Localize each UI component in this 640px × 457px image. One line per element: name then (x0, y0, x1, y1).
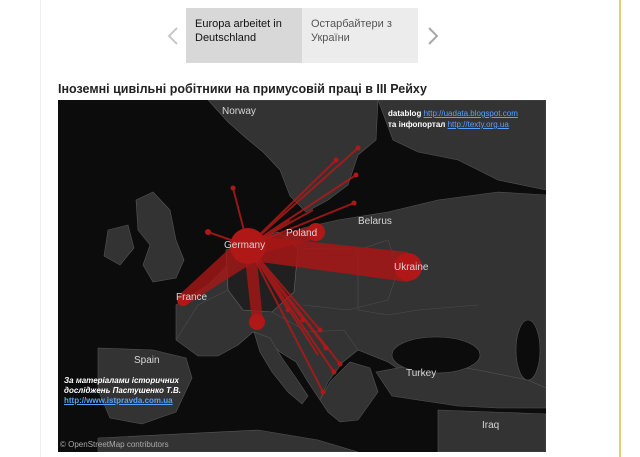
credits-box: datablog http://uadata.blogspot.com та і… (388, 108, 518, 130)
black-sea (391, 336, 481, 374)
label-iraq: Iraq (482, 420, 500, 431)
page-left-border (40, 0, 41, 457)
flow-southwest (244, 250, 263, 322)
label-spain: Spain (134, 355, 160, 366)
chevron-right-icon[interactable] (426, 26, 440, 46)
finland-shape (377, 100, 546, 191)
page-right-border (619, 0, 621, 457)
forced-labor-map[interactable]: Norway Germany Poland Belarus Ukraine Fr… (58, 100, 546, 452)
label-ukraine: Ukraine (394, 262, 429, 273)
credit-line-datablog: datablog http://uadata.blogspot.com (388, 108, 518, 119)
flow-endpoints (177, 145, 422, 395)
map-headline: Іноземні цивільні робітники на примусові… (58, 82, 427, 96)
source-box: За матеріалами історичних досліджень Пас… (64, 376, 181, 406)
map-graphic (97, 100, 546, 452)
tab-label: Europa arbeitet in Deutschland (195, 18, 282, 44)
tab-label: Остарбайтери з України (311, 18, 392, 44)
osm-attribution: © OpenStreetMap contributors (60, 440, 169, 449)
balkans-shape (319, 361, 379, 423)
istpravda-link[interactable]: http://www.istpravda.com.ua (64, 396, 173, 405)
iberia-shape (97, 347, 193, 425)
caspian-sea (515, 319, 541, 381)
label-turkey: Turkey (406, 368, 437, 379)
label-france: France (176, 292, 208, 303)
ireland-shape (103, 224, 135, 266)
label-belarus: Belarus (358, 216, 392, 227)
flow-lines (207, 147, 359, 393)
label-norway: Norway (222, 106, 256, 117)
texty-link[interactable]: http://texty.org.ua (447, 120, 509, 129)
flow-ukraine (246, 235, 408, 282)
chevron-left-icon[interactable] (166, 26, 180, 46)
credit-line-texty: та інфопортал http://texty.org.ua (388, 119, 518, 130)
credit-prefix: та інфопортал (388, 120, 446, 129)
tab-ostarbeiter-ukraine[interactable]: Остарбайтери з України (302, 8, 418, 63)
italy-shape (253, 331, 309, 405)
uadata-link[interactable]: http://uadata.blogspot.com (423, 109, 518, 118)
uk-shape (135, 191, 185, 283)
credit-prefix: datablog (388, 109, 422, 118)
tab-europa-arbeitet[interactable]: Europa arbeitet in Deutschland (186, 8, 302, 63)
source-line-2: досліджень Пастушенко Т.В. (64, 386, 181, 395)
middle-east-shape (437, 409, 546, 452)
north-africa-shape (97, 429, 359, 452)
label-poland: Poland (286, 228, 318, 239)
label-germany: Germany (224, 240, 266, 251)
source-line-1: За матеріалами історичних (64, 376, 179, 385)
scandinavia-shape (207, 100, 379, 213)
